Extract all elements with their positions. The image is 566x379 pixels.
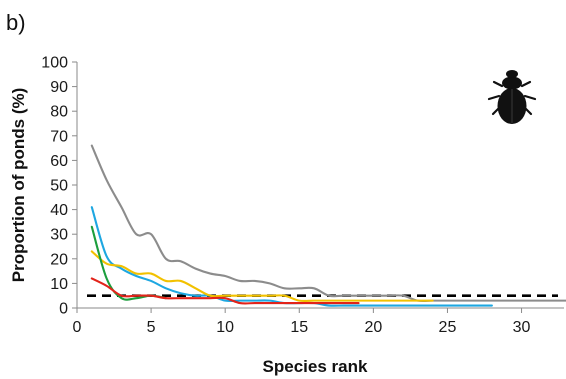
series-line-1 bbox=[90, 144, 566, 303]
panel-label: b) bbox=[6, 10, 26, 35]
y-tick-label: 10 bbox=[50, 276, 68, 293]
x-tick-label: 30 bbox=[513, 319, 531, 336]
y-tick-label: 20 bbox=[50, 251, 68, 268]
series-line-2 bbox=[90, 206, 493, 307]
y-tick-label: 50 bbox=[50, 178, 68, 195]
x-tick-label: 25 bbox=[439, 319, 457, 336]
y-tick-label: 60 bbox=[50, 153, 68, 170]
y-tick-label: 80 bbox=[50, 104, 68, 121]
series-line-5 bbox=[90, 277, 360, 305]
y-tick-label: 40 bbox=[50, 202, 68, 219]
series-line-3 bbox=[90, 250, 434, 303]
x-tick-label: 20 bbox=[364, 319, 382, 336]
y-tick-label: 100 bbox=[41, 55, 68, 72]
x-axis-title: Species rank bbox=[263, 357, 368, 376]
x-tick-label: 5 bbox=[147, 319, 156, 336]
series-layer bbox=[90, 144, 566, 307]
y-tick-label: 90 bbox=[50, 79, 68, 96]
y-tick-label: 70 bbox=[50, 128, 68, 145]
beetle-icon bbox=[487, 70, 537, 124]
y-tick-label: 30 bbox=[50, 227, 68, 244]
y-axis-title: Proportion of ponds (%) bbox=[9, 88, 28, 283]
axes: 0 10 20 30 40 50 60 70 80 90 100 0 5 10 15 20 25 30 bbox=[41, 55, 564, 336]
y-tick-label: 0 bbox=[59, 301, 68, 318]
x-tick-label: 15 bbox=[290, 319, 308, 336]
x-tick-label: 10 bbox=[216, 319, 234, 336]
x-tick-label: 0 bbox=[73, 319, 82, 336]
